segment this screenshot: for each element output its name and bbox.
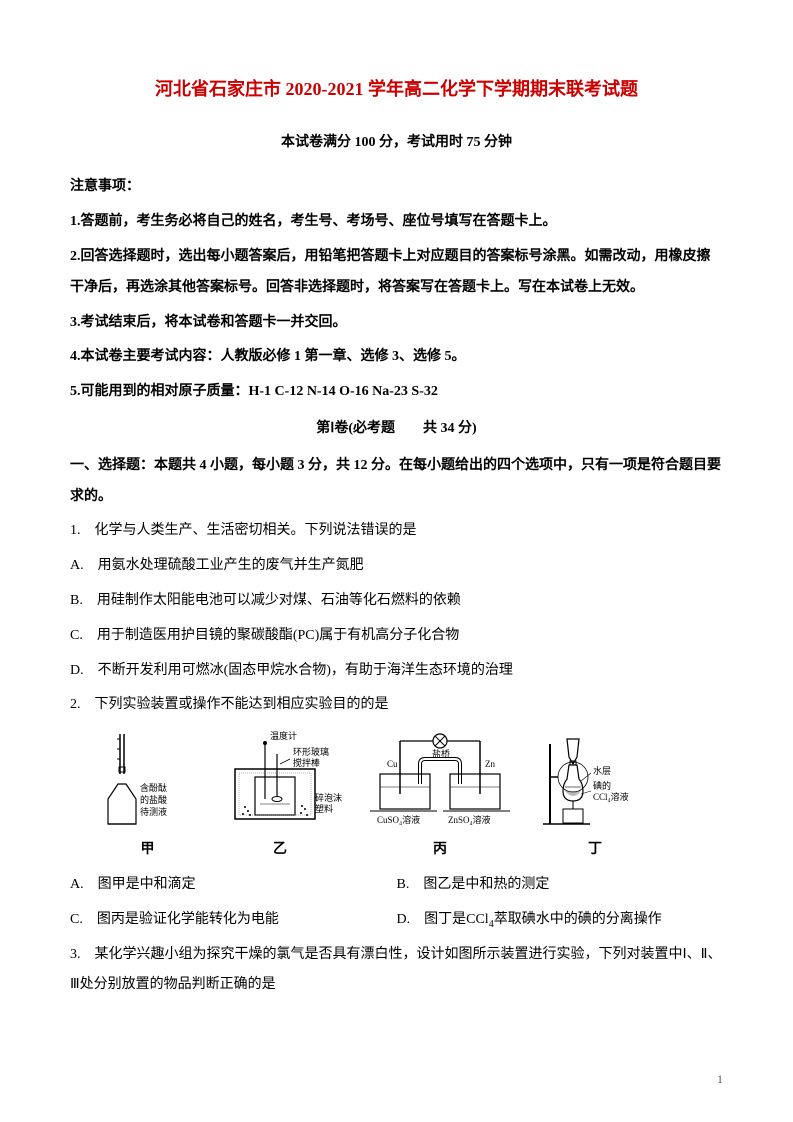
svg-text:碘的: 碘的: [593, 780, 611, 791]
svg-text:含酚酞: 含酚酞: [140, 782, 167, 793]
svg-text:ZnSO₄溶液: ZnSO₄溶液: [448, 814, 491, 825]
figure-ding: 水层 碘的 CCl₄溶液 丁: [535, 729, 655, 866]
figure-bing: 盐桥 Cu Zn CuSO₄溶液 ZnSO₄溶液 丙: [365, 729, 515, 866]
svg-text:Cu: Cu: [387, 759, 398, 769]
apparatus-bing-icon: 盐桥 Cu Zn CuSO₄溶液 ZnSO₄溶液: [365, 729, 515, 829]
page-number: 1: [717, 1066, 723, 1092]
notice-4: 4.本试卷主要考试内容：人教版必修 1 第一章、选修 3、选修 5。: [70, 342, 723, 373]
svg-text:CCl₄溶液: CCl₄溶液: [593, 791, 629, 802]
svg-text:待测液: 待测液: [140, 806, 167, 817]
apparatus-ding-icon: 水层 碘的 CCl₄溶液: [535, 729, 655, 829]
notice-heading: 注意事项：: [70, 172, 723, 203]
q2-option-a: A. 图甲是中和滴定: [70, 870, 397, 901]
q2-stem: 2. 下列实验装置或操作不能达到相应实验目的的是: [70, 690, 723, 721]
q1-option-b: B. 用硅制作太阳能电池可以减少对煤、石油等化石燃料的依赖: [70, 586, 723, 617]
q2-options: A. 图甲是中和滴定 B. 图乙是中和热的测定 C. 图丙是验证化学能转化为电能…: [70, 870, 723, 940]
apparatus-yi-icon: 温度计 环形玻璃 搅拌棒 碎泡沫 塑料: [215, 729, 345, 829]
q1-option-c: C. 用于制造医用护目镜的聚碳酸酯(PC)属于有机高分子化合物: [70, 621, 723, 652]
section-1-title: 第Ⅰ卷(必考题 共 34 分): [70, 414, 723, 445]
figure-ding-label: 丁: [588, 835, 602, 866]
notice-2: 2.回答选择题时，选出每小题答案后，用铅笔把答题卡上对应题目的答案标号涂黑。如需…: [70, 242, 723, 304]
q2-option-b: B. 图乙是中和热的测定: [397, 870, 724, 901]
svg-text:的盐酸: 的盐酸: [140, 794, 167, 805]
apparatus-jia-icon: 含酚酞 的盐酸 待测液: [100, 729, 195, 829]
figure-yi: 温度计 环形玻璃 搅拌棒 碎泡沫 塑料 乙: [215, 729, 345, 866]
q3-stem: 3. 某化学兴趣小组为探究干燥的氯气是否具有漂白性，设计如图所示装置进行实验，下…: [70, 940, 723, 1002]
part1-instruction: 一、选择题：本题共 4 小题，每小题 3 分，共 12 分。在每小题给出的四个选…: [70, 451, 723, 513]
q1-option-d: D. 不断开发利用可燃冰(固态甲烷水合物)，有助于海洋生态环境的治理: [70, 656, 723, 687]
svg-text:水层: 水层: [593, 765, 611, 776]
q2-figures: 含酚酞 的盐酸 待测液 甲 温度计 环形玻璃 搅拌棒: [70, 729, 723, 866]
exam-title: 河北省石家庄市 2020-2021 学年高二化学下学期期末联考试题: [70, 70, 723, 110]
exam-subtitle: 本试卷满分 100 分，考试用时 75 分钟: [70, 128, 723, 159]
svg-text:碎泡沫: 碎泡沫: [315, 792, 342, 803]
svg-text:搅拌棒: 搅拌棒: [293, 757, 320, 768]
q2-option-c: C. 图丙是验证化学能转化为电能: [70, 905, 397, 936]
figure-bing-label: 丙: [433, 835, 447, 866]
svg-text:Zn: Zn: [485, 759, 495, 769]
q1-stem: 1. 化学与人类生产、生活密切相关。下列说法错误的是: [70, 516, 723, 547]
notice-1: 1.答题前，考生务必将自己的姓名，考生号、考场号、座位号填写在答题卡上。: [70, 207, 723, 238]
q1-option-a: A. 用氨水处理硫酸工业产生的废气并生产氮肥: [70, 551, 723, 582]
svg-text:塑料: 塑料: [315, 803, 333, 814]
notice-5: 5.可能用到的相对原子质量：H-1 C-12 N-14 O-16 Na-23 S…: [70, 377, 723, 408]
figure-jia-label: 甲: [141, 835, 155, 866]
figure-yi-label: 乙: [273, 835, 287, 866]
q2-option-d: D. 图丁是CCl4萃取碘水中的碘的分离操作: [397, 905, 724, 936]
svg-text:温度计: 温度计: [270, 730, 297, 741]
figure-jia: 含酚酞 的盐酸 待测液 甲: [100, 729, 195, 866]
svg-text:CuSO₄溶液: CuSO₄溶液: [377, 814, 420, 825]
notice-3: 3.考试结束后，将本试卷和答题卡一并交回。: [70, 308, 723, 339]
svg-text:环形玻璃: 环形玻璃: [293, 746, 329, 757]
